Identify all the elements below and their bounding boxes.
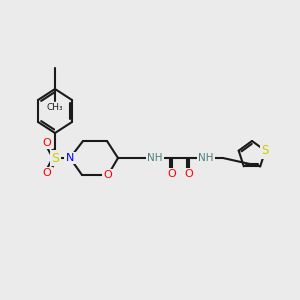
Text: O: O [43, 168, 51, 178]
Text: O: O [43, 138, 51, 148]
Text: NH: NH [198, 153, 214, 163]
Text: S: S [262, 144, 269, 157]
Text: NH: NH [147, 153, 163, 163]
Text: S: S [51, 152, 59, 164]
Text: O: O [103, 170, 112, 180]
Text: N: N [66, 153, 74, 163]
Text: O: O [184, 169, 194, 179]
Text: CH₃: CH₃ [47, 103, 63, 112]
Text: O: O [168, 169, 176, 179]
